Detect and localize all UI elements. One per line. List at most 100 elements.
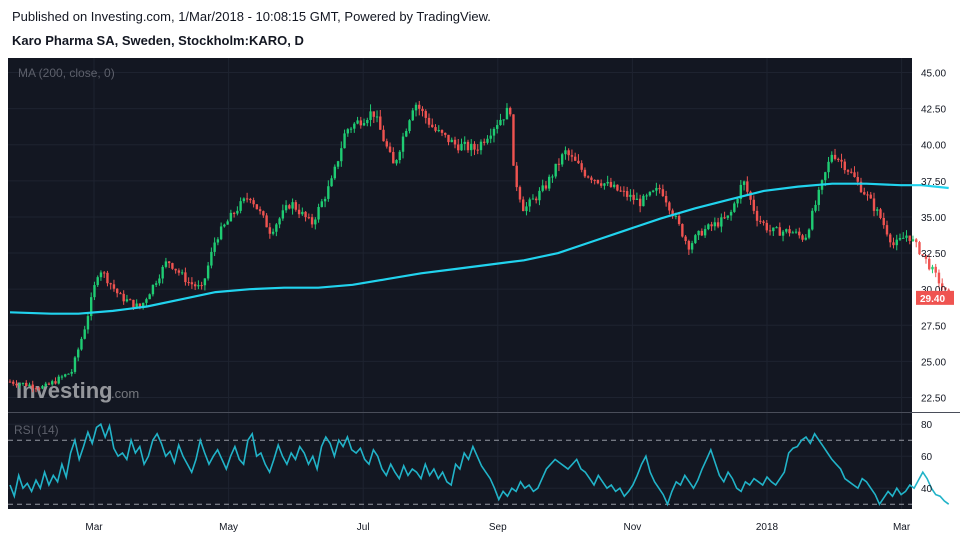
candle-body: [60, 376, 64, 378]
candle-body: [486, 138, 489, 143]
candle-body: [791, 232, 794, 234]
candle-body: [421, 108, 424, 112]
ma-200-line: [9, 182, 949, 315]
candle-body: [807, 229, 811, 238]
time-x-axis: Mar May Jul Sep Nov 2018 Mar: [85, 522, 910, 533]
candle-body: [346, 129, 350, 134]
candle-body: [869, 194, 872, 199]
candle-body: [573, 156, 577, 161]
candle-body: [762, 221, 765, 223]
candle-body: [369, 111, 372, 120]
candle-body: [392, 151, 395, 164]
candle-body: [258, 209, 262, 212]
rsi-gridlines: [8, 413, 912, 509]
x-tick-label: Mar: [893, 522, 911, 533]
candle-body: [242, 198, 246, 202]
candle-body: [379, 116, 382, 130]
candle-body: [200, 285, 203, 287]
candle-body: [161, 266, 164, 279]
price-gridlines: [8, 58, 912, 412]
candle-body: [466, 141, 470, 151]
candle-body: [427, 117, 431, 125]
candle-body: [41, 386, 44, 389]
candle-body: [830, 154, 833, 162]
candle-body: [671, 210, 674, 217]
candle-body: [8, 381, 12, 383]
candle-body: [707, 224, 710, 230]
candle-body: [895, 239, 898, 246]
watermark-brand: Investing: [16, 378, 113, 403]
candle-body: [739, 184, 743, 199]
candle-body: [343, 133, 346, 149]
candle-body: [148, 294, 151, 300]
price-tick-label: 30.00: [921, 285, 946, 296]
x-tick-label: Jul: [357, 522, 370, 533]
candle-body: [941, 283, 944, 288]
price-tick-label: 35.00: [921, 213, 946, 224]
candle-body: [522, 199, 525, 212]
price-tick-label: 37.50: [921, 177, 946, 188]
candle-body: [846, 170, 850, 172]
candle-body: [206, 265, 210, 279]
candle-body: [210, 251, 213, 266]
candle-body: [457, 144, 460, 151]
candle-body: [431, 124, 434, 128]
candle-body: [284, 205, 288, 211]
candle-body: [505, 107, 509, 120]
candle-body: [781, 231, 785, 236]
candle-body: [177, 270, 181, 273]
candle-body: [141, 302, 145, 308]
candle-body: [765, 222, 769, 231]
candle-body: [534, 198, 538, 201]
candle-body: [863, 192, 866, 195]
candle-body: [876, 209, 879, 211]
candle-body: [710, 224, 713, 227]
candle-body: [716, 222, 720, 227]
candle-body: [109, 283, 112, 285]
candle-body: [44, 383, 47, 387]
candle-body: [928, 258, 931, 270]
candle-body: [775, 227, 778, 229]
candle-body: [395, 160, 398, 164]
candle-body: [47, 383, 51, 385]
candle-body: [625, 191, 629, 197]
candle-body: [892, 242, 895, 246]
candle-body: [327, 186, 330, 199]
candle-body: [483, 141, 486, 143]
candle-body: [736, 198, 739, 204]
candle-body: [132, 299, 135, 308]
candle-body: [340, 148, 343, 162]
candle-body: [905, 235, 908, 238]
candle-body: [249, 198, 252, 201]
candle-body: [171, 263, 174, 269]
candle-body: [824, 172, 827, 181]
price-tick-label: 42.50: [921, 105, 946, 116]
candle-body: [642, 195, 645, 207]
candle-body: [236, 210, 239, 214]
candle-body: [291, 202, 294, 209]
candle-body: [853, 172, 856, 178]
candle-body: [408, 120, 411, 132]
candle-body: [460, 143, 463, 151]
candle-body: [252, 200, 255, 205]
candle-body: [921, 254, 924, 256]
candle-body: [424, 111, 427, 118]
candle-body: [499, 119, 502, 126]
candle-body: [203, 278, 207, 286]
candle-body: [317, 206, 320, 220]
price-panel: [8, 58, 912, 412]
candle-body: [473, 143, 476, 150]
candle-body: [372, 111, 375, 117]
candle-body: [882, 217, 885, 226]
candle-body: [320, 201, 324, 207]
candle-body: [271, 231, 275, 234]
candle-body: [145, 299, 148, 303]
x-tick-label: Nov: [624, 522, 642, 533]
candle-body: [96, 277, 99, 286]
candle-body: [580, 163, 583, 170]
candle-body: [353, 123, 356, 129]
candle-body: [164, 261, 168, 267]
candle-body: [268, 227, 272, 234]
candle-body: [265, 215, 268, 228]
